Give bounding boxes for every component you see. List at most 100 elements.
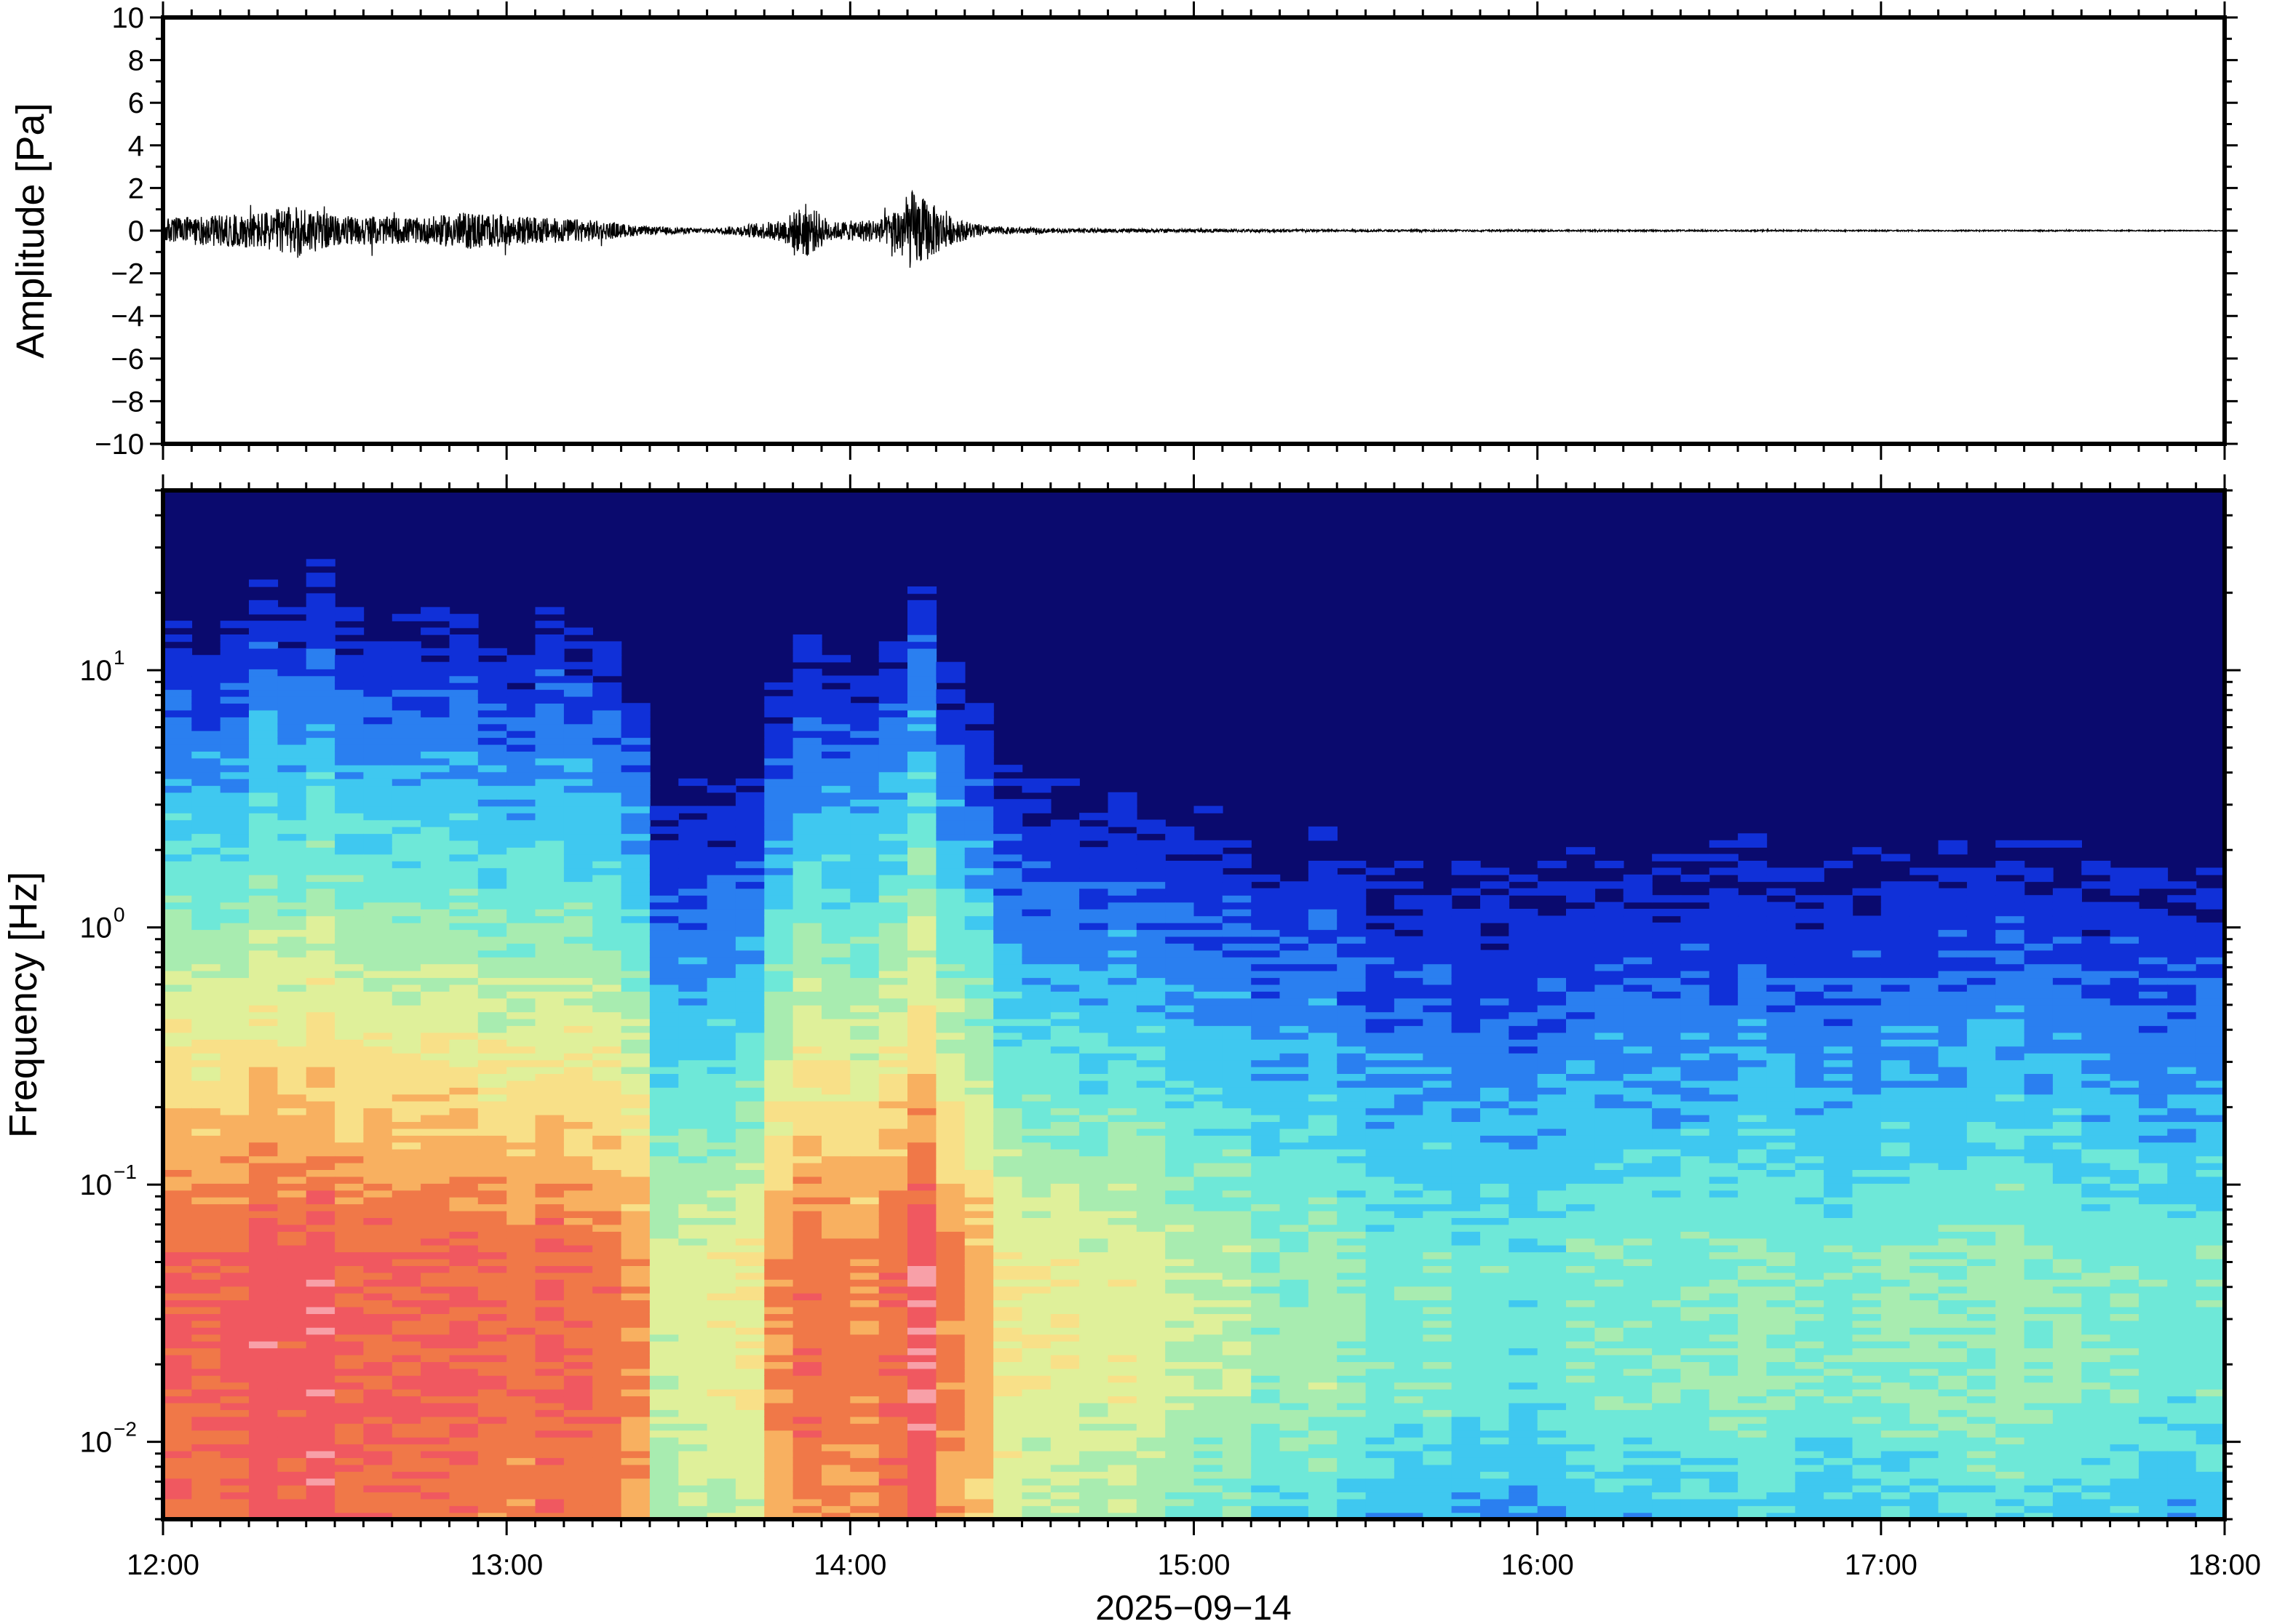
spectrogram-cell <box>907 723 937 731</box>
spectrogram-cell <box>163 1348 193 1356</box>
spectrogram-cell <box>1251 1244 1281 1253</box>
spectrogram-cell <box>421 1272 450 1280</box>
spectrogram-cell <box>1136 1169 1166 1177</box>
spectrogram-cell <box>1222 963 1252 971</box>
spectrogram-cell <box>163 1498 193 1506</box>
spectrogram-cell <box>649 901 679 909</box>
spectrogram-cell <box>964 1190 994 1198</box>
spectrogram-cell <box>1022 901 1052 909</box>
spectrogram-cell <box>1308 1313 1338 1321</box>
spectrogram-cell <box>878 1224 908 1232</box>
spectrogram-cell <box>563 943 593 951</box>
spectrogram-cell <box>277 669 307 677</box>
spectrogram-cell <box>1222 943 1252 951</box>
spectrogram-cell <box>163 1505 193 1513</box>
spectrogram-cell <box>707 1368 736 1376</box>
spectrogram-cell <box>1251 1149 1281 1157</box>
spectrogram-cell <box>363 1484 393 1493</box>
spectrogram-cell <box>1079 1299 1109 1307</box>
spectrogram-cell <box>1251 1320 1281 1328</box>
spectrogram-cell <box>850 963 880 971</box>
spectrogram-cell <box>592 833 622 841</box>
spectrogram-cell <box>563 1416 593 1424</box>
spectrogram-cell <box>1136 1409 1166 1417</box>
spectrogram-cell <box>363 661 393 669</box>
spectrogram-cell <box>822 1348 851 1356</box>
spectrogram-cell <box>421 888 450 896</box>
spectrogram-cell <box>306 1409 335 1417</box>
spectrogram-cell <box>1279 1388 1309 1397</box>
spectrogram-cell <box>1022 895 1052 903</box>
spectrogram-cell <box>392 1327 421 1335</box>
spectrogram-cell <box>249 778 279 787</box>
spectrogram-cell <box>878 785 908 793</box>
spectrogram-cell <box>678 1361 708 1369</box>
spectrogram-cell <box>936 970 966 979</box>
spectrogram-cell <box>1308 1402 1338 1410</box>
spectrogram-cell <box>163 1101 193 1109</box>
spectrogram-cell <box>421 1292 450 1301</box>
spectrogram-cell <box>822 1498 851 1506</box>
spectrogram-cell <box>306 813 335 821</box>
spectrogram-cell <box>163 1320 193 1328</box>
spectrogram-cell <box>1079 1484 1109 1493</box>
spectrogram-cell <box>1050 1011 1080 1019</box>
spectrogram-cell <box>191 805 221 813</box>
spectrogram-cell <box>421 1190 450 1198</box>
spectrogram-cell <box>707 1423 736 1431</box>
spectrogram-cell <box>621 1306 651 1314</box>
spectrogram-cell <box>506 833 536 841</box>
spectrogram-cell <box>592 1176 622 1184</box>
spectrogram-cell <box>535 1512 565 1519</box>
spectrogram-cell <box>1050 915 1080 923</box>
spectrogram-cell <box>1193 1005 1223 1013</box>
spectrogram-cell <box>535 1107 565 1115</box>
spectrogram-cell <box>1222 1005 1252 1013</box>
spectrogram-cell <box>191 1430 221 1438</box>
spectrogram-cell <box>220 1231 250 1239</box>
spectrogram-cell <box>1165 1203 1195 1211</box>
spectrogram-cell <box>220 1080 250 1088</box>
spectrogram-cell <box>449 661 479 669</box>
spectrogram-cell <box>907 881 937 889</box>
spectrogram-cell <box>964 1478 994 1486</box>
spectrogram-cell <box>678 1183 708 1191</box>
spectrogram-cell <box>621 1080 651 1088</box>
spectrogram-cell <box>678 1512 708 1519</box>
spectrogram-cell <box>621 1471 651 1479</box>
spectrogram-cell <box>477 1382 507 1390</box>
spectrogram-cell <box>277 1162 307 1170</box>
spectrogram-cell <box>1022 1039 1052 1047</box>
spectrogram-cell <box>764 1279 794 1287</box>
spectrogram-cell <box>936 1306 966 1314</box>
spectrogram-cell <box>1308 1059 1338 1067</box>
spectrogram-cell <box>707 1409 736 1417</box>
spectrogram-cell <box>1279 1210 1309 1218</box>
spectrogram-cell <box>907 765 937 773</box>
spectrogram-cell <box>335 1210 365 1218</box>
spectrogram-cell <box>735 970 765 979</box>
spectrogram-cell <box>563 1128 593 1136</box>
spectrogram-cell <box>449 1114 479 1122</box>
spectrogram-cell <box>363 1375 393 1383</box>
spectrogram-cell <box>993 1087 1023 1095</box>
spectrogram-cell <box>277 1498 307 1506</box>
spectrogram-cell <box>1108 1361 1137 1369</box>
spectrogram-cell <box>335 1087 365 1095</box>
spectrogram-cell <box>1193 1436 1223 1445</box>
spectrogram-cell <box>1222 888 1252 896</box>
spectrogram-cell <box>592 1231 622 1239</box>
spectrogram-cell <box>163 723 193 731</box>
spectrogram-cell <box>363 792 393 800</box>
spectrogram-cell <box>506 1128 536 1136</box>
spectrogram-cell <box>306 1217 335 1225</box>
spectrogram-cell <box>1079 1046 1109 1054</box>
spectrogram-cell <box>850 1066 880 1074</box>
spectrogram-cell <box>392 1059 421 1067</box>
spectrogram-cell <box>1165 1361 1195 1369</box>
spectrogram-cell <box>707 970 736 979</box>
spectrogram-cell <box>878 737 908 745</box>
spectrogram-cell <box>907 621 937 629</box>
spectrogram-cell <box>335 696 365 704</box>
spectrogram-cell <box>421 1121 450 1129</box>
